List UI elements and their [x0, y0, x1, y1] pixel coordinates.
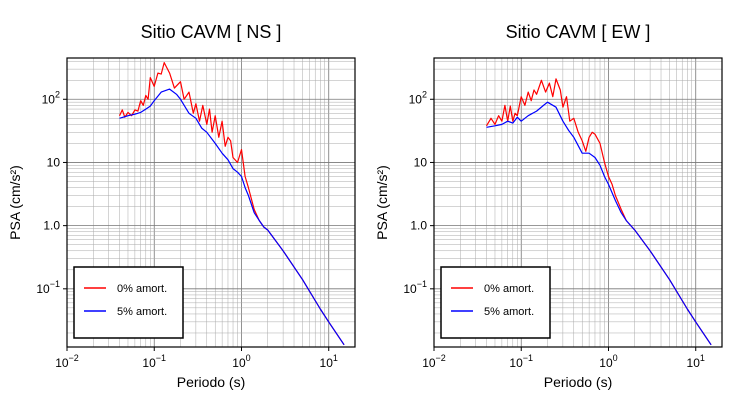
legend: 0% amort. 5% amort.	[73, 266, 184, 339]
x-tick-label: 100	[599, 353, 617, 370]
x-tick-label: 101	[320, 353, 338, 370]
y-tick-label: 1.0	[410, 219, 427, 233]
plot-frame	[433, 57, 723, 348]
series-line-blue	[486, 101, 712, 346]
y-axis-label: PSA (cm/s²)	[374, 165, 390, 240]
x-tick-label: 10−2	[422, 353, 446, 370]
legend-box	[73, 266, 184, 339]
y-tick-label: 10−1	[403, 279, 427, 296]
y-tick-label: 10−1	[36, 279, 60, 296]
chart-title: Sitio CAVM [ EW ]	[506, 22, 651, 42]
legend: 0% amort. 5% amort.	[440, 266, 551, 339]
x-tick-label: 101	[687, 353, 705, 370]
x-tick-label: 100	[232, 353, 250, 370]
y-tick-label: 10	[414, 155, 428, 169]
y-tick-label: 10	[47, 155, 61, 169]
chart-panel-2: 10−2 10−1 100 101 10−1 1.0 10 102 Sitio CAVM [ E…	[374, 22, 723, 390]
legend-label: 0% amort.	[484, 283, 534, 295]
legend-box	[440, 266, 551, 339]
legend-label: 0% amort.	[117, 283, 167, 295]
y-tick-label: 102	[409, 89, 427, 106]
chart-panel-1: 10−2 10−1 100 101 10−1 1.0 10 102 Sitio CAVM [ N…	[7, 22, 356, 390]
series-line-red	[485, 78, 712, 346]
x-tick-label: 10−2	[55, 353, 79, 370]
x-axis-label: Periodo (s)	[177, 374, 245, 390]
x-tick-label: 10−1	[142, 353, 166, 370]
legend-label: 5% amort.	[117, 306, 167, 318]
chart-title: Sitio CAVM [ NS ]	[141, 22, 282, 42]
series-line-red	[118, 61, 345, 346]
y-axis-label: PSA (cm/s²)	[7, 165, 23, 240]
plot-frame	[66, 57, 356, 348]
x-tick-label: 10−1	[509, 353, 533, 370]
legend-label: 5% amort.	[484, 306, 534, 318]
y-tick-label: 102	[42, 89, 60, 106]
y-tick-label: 1.0	[43, 219, 60, 233]
series-line-blue	[119, 88, 345, 346]
x-axis-label: Periodo (s)	[544, 374, 612, 390]
